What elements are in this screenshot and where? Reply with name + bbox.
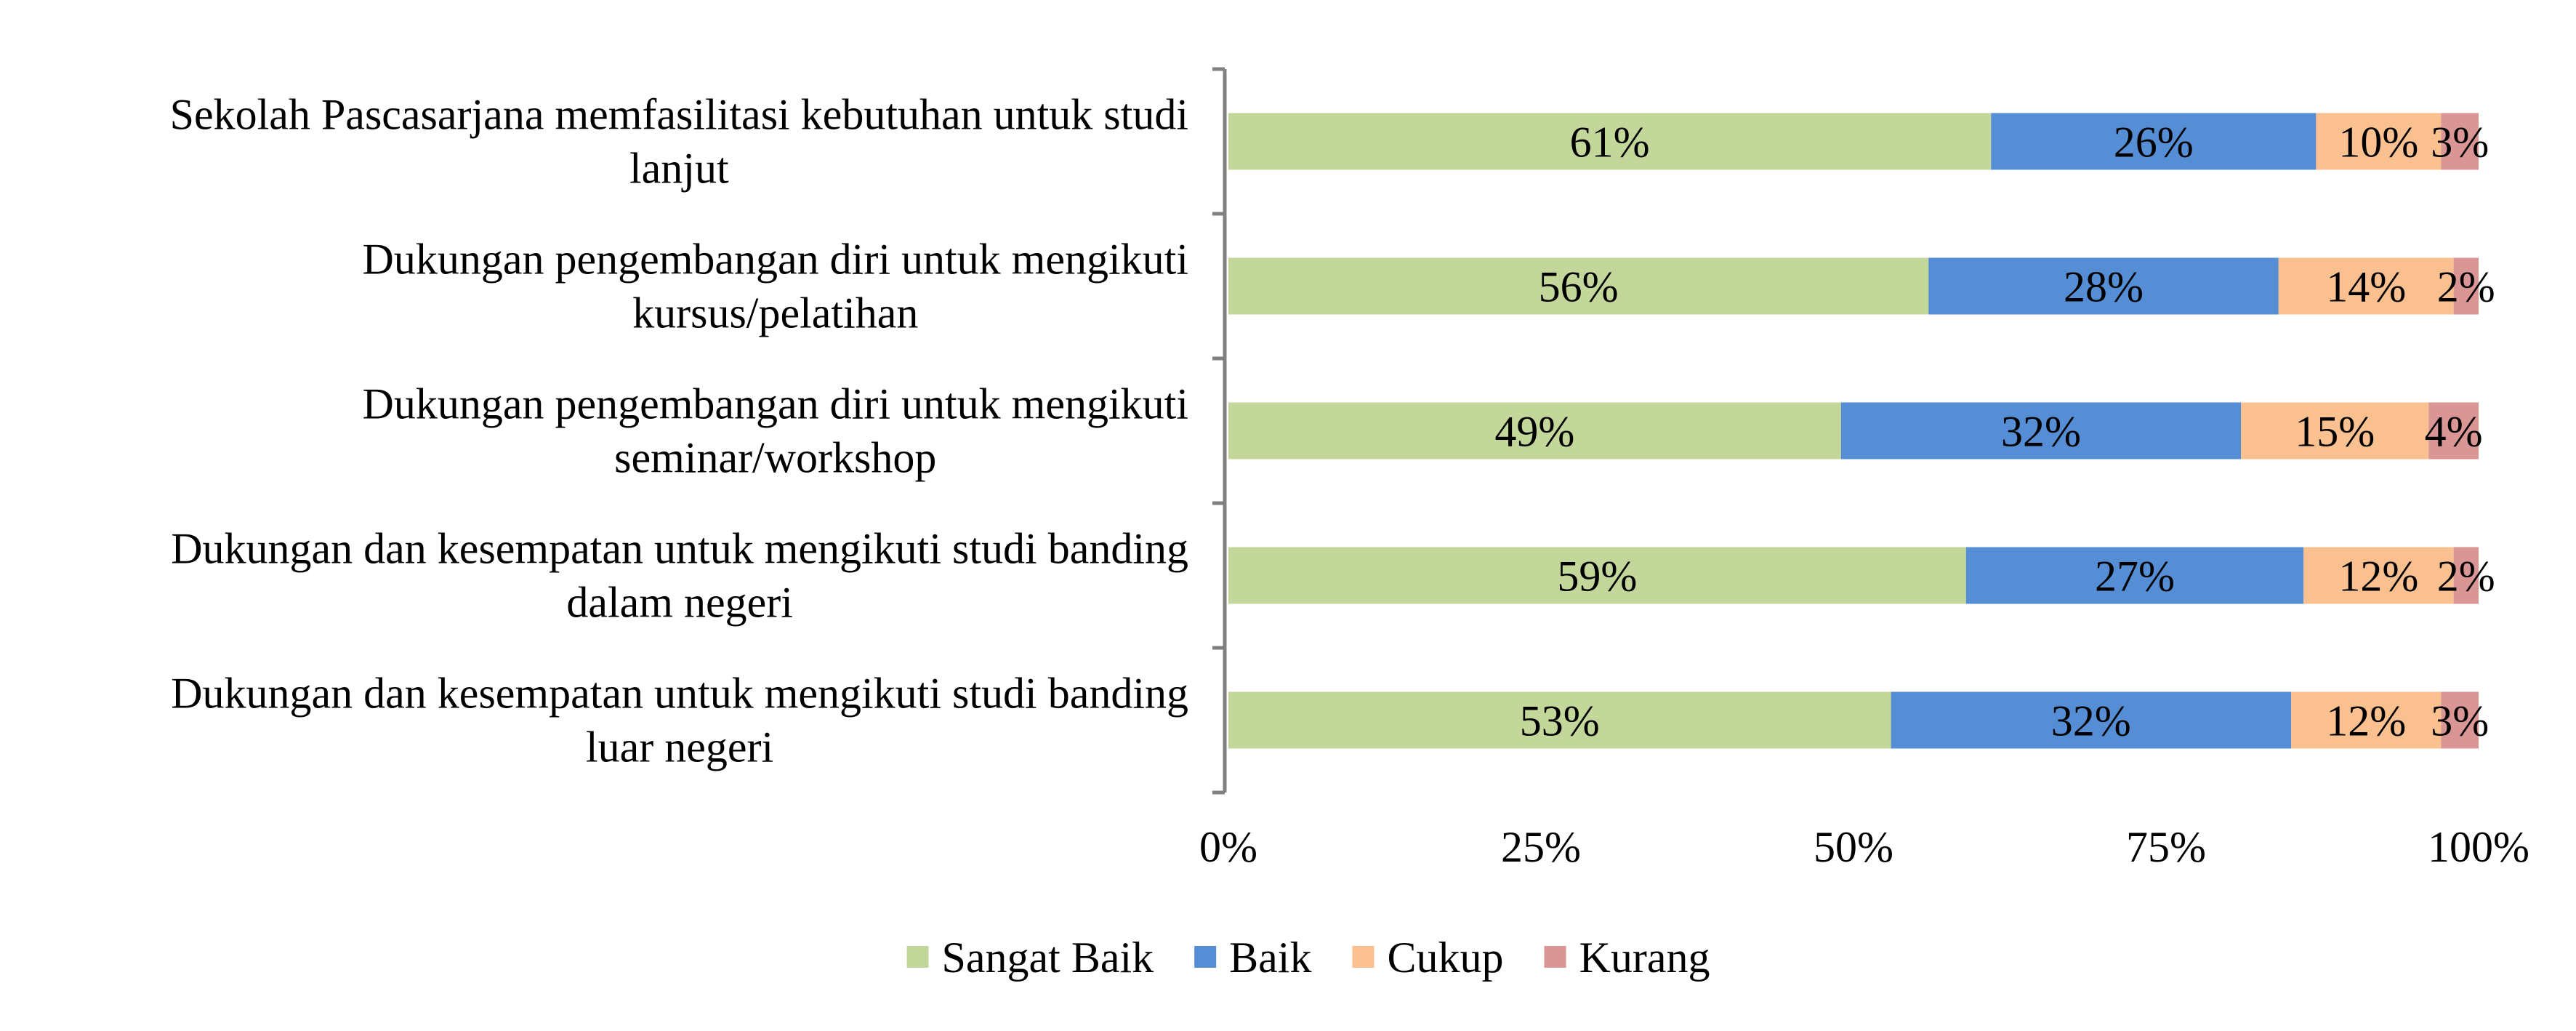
bar-segment [1228,113,1992,170]
legend-swatch [1352,946,1374,968]
category-label: Dukungan dan kesempatan untuk mengikuti … [171,670,1188,718]
legend-item: Sangat Baik [906,934,1154,982]
data-label: 56% [1539,263,1619,311]
x-tick-label: 25% [1501,823,1581,871]
bar-segment [1228,547,1966,604]
bar-segment [2241,402,2429,460]
data-label: 53% [1520,697,1600,745]
data-label: 49% [1494,408,1574,456]
legend-item: Baik [1194,934,1311,982]
data-label: 10% [2338,119,2418,167]
x-tick-label: 50% [1814,823,1893,871]
bar-segment [2428,402,2479,460]
legend-swatch [1194,946,1217,968]
data-labels-group: 61% 26% 10% 3% 56% 28% 14% 2% 49% 32% 15% 4% 59% 27% 1… [1494,119,2495,745]
category-label: dalam negeri [566,579,793,627]
bar-segment [2441,113,2479,170]
category-label: lanjut [629,145,729,193]
data-label: 27% [2095,553,2175,601]
data-label: 26% [2114,119,2194,167]
bar-segment [2441,691,2479,749]
data-label: 32% [2001,408,2081,456]
legend-label: Cukup [1387,934,1503,982]
bar-segment [1891,691,2291,749]
x-tick-labels-group: 0% 25% 50% 75% 100% [1199,823,2529,871]
category-label: Dukungan pengembangan diri untuk mengiku… [363,380,1188,428]
data-label: 2% [2437,263,2495,311]
legend-item: Kurang [1544,934,1710,982]
legend-swatch [1544,946,1566,968]
x-tick-label: 0% [1199,823,1257,871]
legend: Sangat Baik Baik Cukup Kurang [906,934,1710,982]
data-label: 15% [2295,408,2375,456]
legend-label: Kurang [1579,934,1710,982]
bar-segment [1965,547,2304,604]
data-label: 61% [1570,119,1650,167]
bar-segment [1228,691,1891,749]
data-label: 28% [2064,263,2144,311]
bars-group [1228,113,2479,749]
bar-segment [1928,257,2279,315]
category-label: Dukungan pengembangan diri untuk mengiku… [363,236,1188,284]
category-labels-group: Sekolah Pascasarjana memfasilitasi kebut… [170,91,1188,771]
bar-segment [2453,257,2479,315]
legend-swatch [906,946,929,968]
bar-segment [2316,113,2442,170]
data-label: 3% [2431,119,2489,167]
data-label: 3% [2431,697,2489,745]
category-axis [1212,67,1227,795]
category-label: luar negeri [586,723,773,771]
legend-label: Sangat Baik [942,934,1154,982]
data-label: 2% [2437,553,2495,601]
data-label: 14% [2326,263,2406,311]
bar-segment [2291,691,2442,749]
category-label: seminar/workshop [614,434,936,482]
legend-item: Cukup [1352,934,1504,982]
data-label: 4% [2425,408,2483,456]
bar-segment [2278,257,2454,315]
category-label: kursus/pelatihan [632,289,918,337]
x-tick-label: 100% [2428,823,2529,871]
data-label: 59% [1557,553,1637,601]
bar-segment [2453,547,2479,604]
bar-segment [1228,402,1841,460]
bar-segment [1991,113,2317,170]
bar-segment [1840,402,2242,460]
legend-label: Baik [1229,934,1311,982]
data-label: 12% [2326,697,2406,745]
bar-segment [2303,547,2454,604]
category-label: Sekolah Pascasarjana memfasilitasi kebut… [170,91,1188,139]
x-tick-label: 75% [2126,823,2206,871]
data-label: 12% [2338,553,2418,601]
data-label: 32% [2051,697,2131,745]
bar-segment [1228,257,1929,315]
category-label: Dukungan dan kesempatan untuk mengikuti … [171,525,1188,573]
